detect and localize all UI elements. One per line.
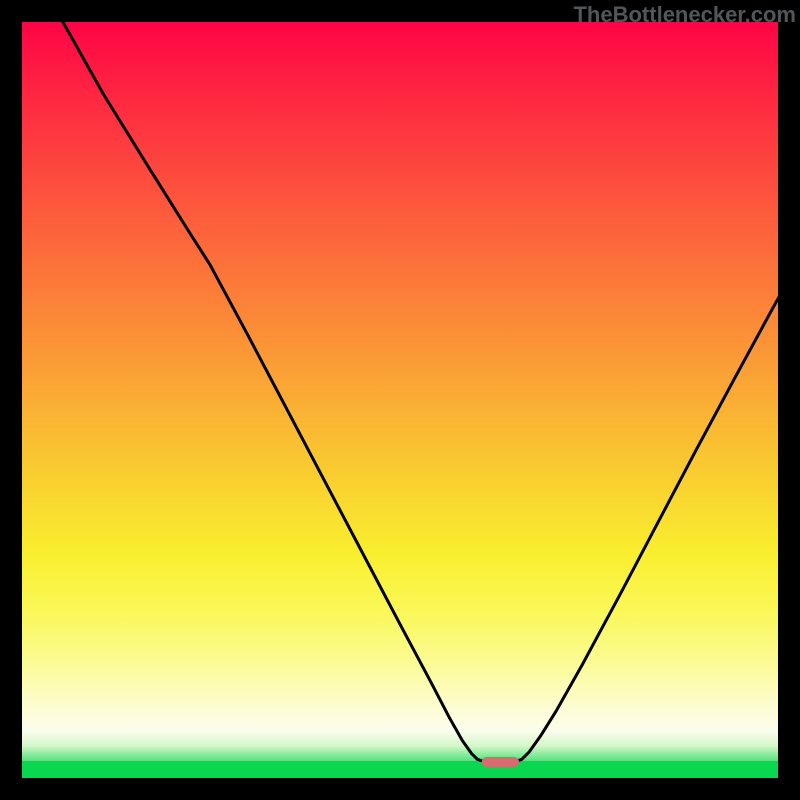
plot-frame: [20, 20, 780, 780]
watermark-text: TheBottlenecker.com: [573, 2, 796, 28]
